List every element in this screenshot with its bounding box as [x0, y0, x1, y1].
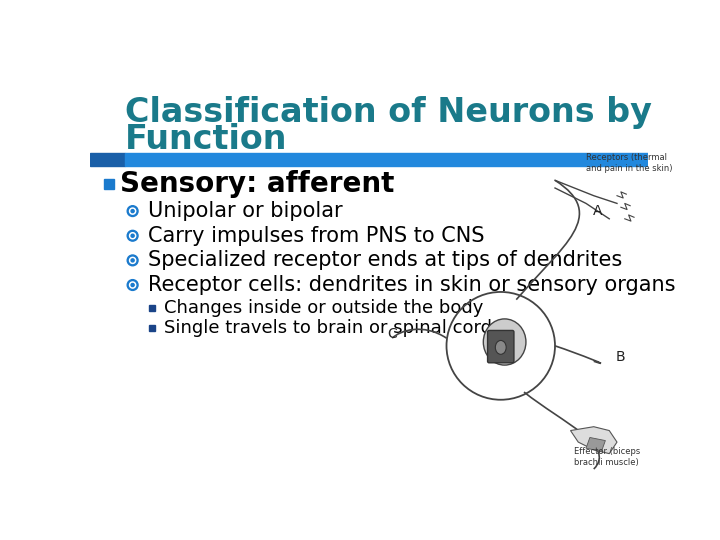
Circle shape [131, 210, 134, 213]
Text: Sensory: afferent: Sensory: afferent [120, 170, 395, 198]
Circle shape [127, 231, 138, 241]
Text: Specialized receptor ends at tips of dendrites: Specialized receptor ends at tips of den… [148, 251, 622, 271]
Text: Changes inside or outside the body: Changes inside or outside the body [164, 299, 484, 317]
Ellipse shape [495, 340, 506, 354]
Circle shape [131, 234, 134, 237]
FancyBboxPatch shape [487, 330, 514, 363]
Text: Classification of Neurons by: Classification of Neurons by [125, 96, 652, 129]
Circle shape [131, 259, 134, 262]
Text: A: A [593, 204, 603, 218]
Text: Effector (biceps
brachii muscle): Effector (biceps brachii muscle) [575, 447, 641, 467]
Circle shape [127, 280, 138, 291]
Circle shape [131, 284, 134, 287]
Text: Single travels to brain or spinal cord: Single travels to brain or spinal cord [164, 319, 492, 337]
Text: Carry impulses from PNS to CNS: Carry impulses from PNS to CNS [148, 226, 485, 246]
Bar [90, 153, 125, 166]
Text: Receptors (thermal
and pain in the skin): Receptors (thermal and pain in the skin) [586, 153, 672, 173]
Circle shape [130, 257, 136, 264]
Text: Receptor cells: dendrites in skin or sensory organs: Receptor cells: dendrites in skin or sen… [148, 275, 675, 295]
Bar [104, 179, 114, 189]
Polygon shape [586, 437, 606, 451]
Bar [149, 305, 155, 311]
Bar [149, 325, 155, 331]
Circle shape [130, 282, 136, 288]
Text: Function: Function [125, 123, 287, 156]
Circle shape [130, 208, 136, 214]
Circle shape [130, 233, 136, 239]
Ellipse shape [483, 319, 526, 365]
Text: B: B [616, 350, 626, 365]
Circle shape [127, 206, 138, 217]
Text: Unipolar or bipolar: Unipolar or bipolar [148, 201, 343, 221]
Circle shape [127, 255, 138, 266]
Polygon shape [570, 427, 617, 454]
Text: C: C [387, 327, 397, 341]
Bar [125, 153, 648, 166]
